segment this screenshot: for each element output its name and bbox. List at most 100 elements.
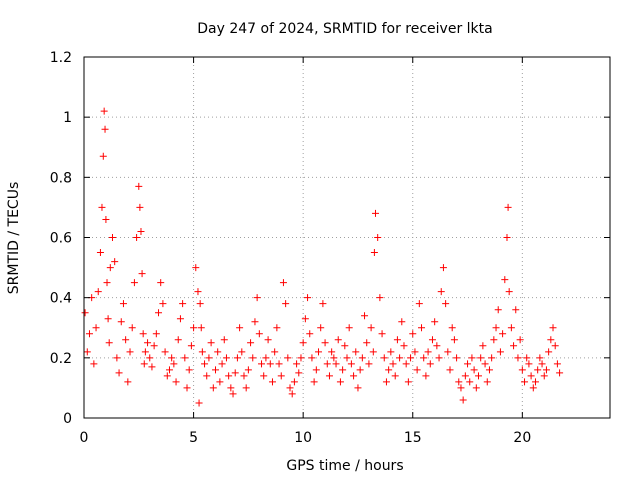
- data-point: [155, 309, 163, 317]
- data-point: [218, 360, 226, 368]
- data-point: [299, 339, 307, 347]
- data-point: [492, 324, 500, 332]
- x-tick-label: 5: [189, 430, 198, 446]
- data-point: [428, 336, 436, 344]
- data-point: [446, 366, 454, 374]
- data-point: [183, 384, 191, 392]
- data-point: [196, 300, 204, 308]
- data-point: [330, 354, 338, 362]
- data-point: [297, 354, 305, 362]
- data-point: [315, 348, 323, 356]
- data-point: [108, 234, 116, 241]
- data-point: [367, 324, 375, 332]
- data-point: [485, 366, 493, 374]
- axis-ticks: 0 0.2 0.4 0.6 0.8 1 1.2 0 5 10 15 20: [50, 50, 610, 446]
- data-point: [549, 324, 557, 332]
- data-point: [172, 378, 180, 386]
- data-point: [404, 378, 412, 386]
- data-point: [251, 318, 259, 326]
- data-point: [542, 366, 550, 374]
- data-point: [343, 354, 351, 362]
- data-point: [185, 366, 193, 374]
- data-point: [207, 339, 215, 347]
- y-tick-label: 0.6: [50, 231, 72, 247]
- data-point: [319, 300, 327, 308]
- data-point: [133, 234, 141, 241]
- data-point: [306, 330, 314, 338]
- data-point: [483, 378, 491, 386]
- data-point: [253, 294, 261, 302]
- data-point: [352, 348, 360, 356]
- data-point: [553, 360, 561, 368]
- data-point: [192, 264, 200, 272]
- data-point: [455, 378, 463, 386]
- x-tick-label: 20: [513, 430, 531, 446]
- x-axis-label: GPS time / hours: [286, 458, 403, 474]
- data-point: [380, 354, 388, 362]
- data-point: [457, 384, 465, 392]
- data-point: [170, 360, 178, 368]
- data-point: [398, 318, 406, 326]
- data-point: [312, 366, 320, 374]
- data-point: [212, 366, 219, 374]
- data-point: [194, 288, 202, 296]
- data-point: [136, 203, 144, 211]
- data-point: [126, 348, 134, 356]
- data-point: [468, 354, 476, 362]
- data-point: [83, 348, 91, 356]
- data-point: [262, 354, 270, 362]
- x-tick-label: 15: [404, 430, 422, 446]
- data-point: [157, 279, 165, 287]
- data-point: [260, 372, 268, 380]
- data-point: [365, 360, 373, 368]
- data-point: [277, 372, 285, 380]
- data-point: [161, 348, 169, 356]
- data-point: [144, 339, 152, 347]
- data-point: [472, 384, 480, 392]
- data-point: [409, 330, 417, 338]
- data-point: [119, 300, 127, 308]
- data-point: [130, 279, 138, 287]
- data-point: [103, 279, 111, 287]
- data-point: [181, 354, 189, 362]
- data-point: [370, 249, 378, 257]
- data-point: [494, 306, 502, 314]
- data-point: [459, 396, 467, 404]
- data-point: [444, 348, 452, 356]
- data-point: [461, 372, 469, 380]
- data-point: [477, 354, 485, 362]
- data-point: [236, 324, 244, 332]
- data-point: [282, 300, 290, 308]
- data-point: [165, 366, 173, 374]
- y-tick-label: 1: [63, 110, 72, 126]
- data-point: [106, 264, 114, 272]
- data-point: [225, 372, 233, 380]
- data-point: [323, 360, 331, 368]
- data-point: [101, 125, 109, 133]
- data-point: [214, 348, 222, 356]
- data-point: [310, 378, 318, 386]
- data-point: [437, 288, 445, 296]
- data-point: [275, 360, 283, 368]
- data-point: [242, 384, 250, 392]
- data-point: [407, 354, 415, 362]
- data-point: [334, 336, 342, 344]
- data-point: [332, 360, 340, 368]
- data-point: [413, 366, 421, 374]
- data-point: [512, 306, 520, 314]
- data-point: [521, 378, 529, 386]
- data-point: [341, 342, 349, 350]
- data-point: [135, 182, 143, 190]
- data-point: [551, 342, 559, 350]
- data-point: [176, 315, 184, 323]
- data-point: [279, 279, 287, 287]
- data-point: [231, 369, 239, 377]
- data-point: [369, 348, 377, 356]
- data-point: [389, 360, 397, 368]
- data-point: [538, 360, 546, 368]
- data-point: [402, 360, 410, 368]
- data-point: [187, 342, 195, 350]
- data-point: [148, 363, 156, 371]
- data-point: [122, 336, 130, 344]
- data-point: [328, 348, 336, 356]
